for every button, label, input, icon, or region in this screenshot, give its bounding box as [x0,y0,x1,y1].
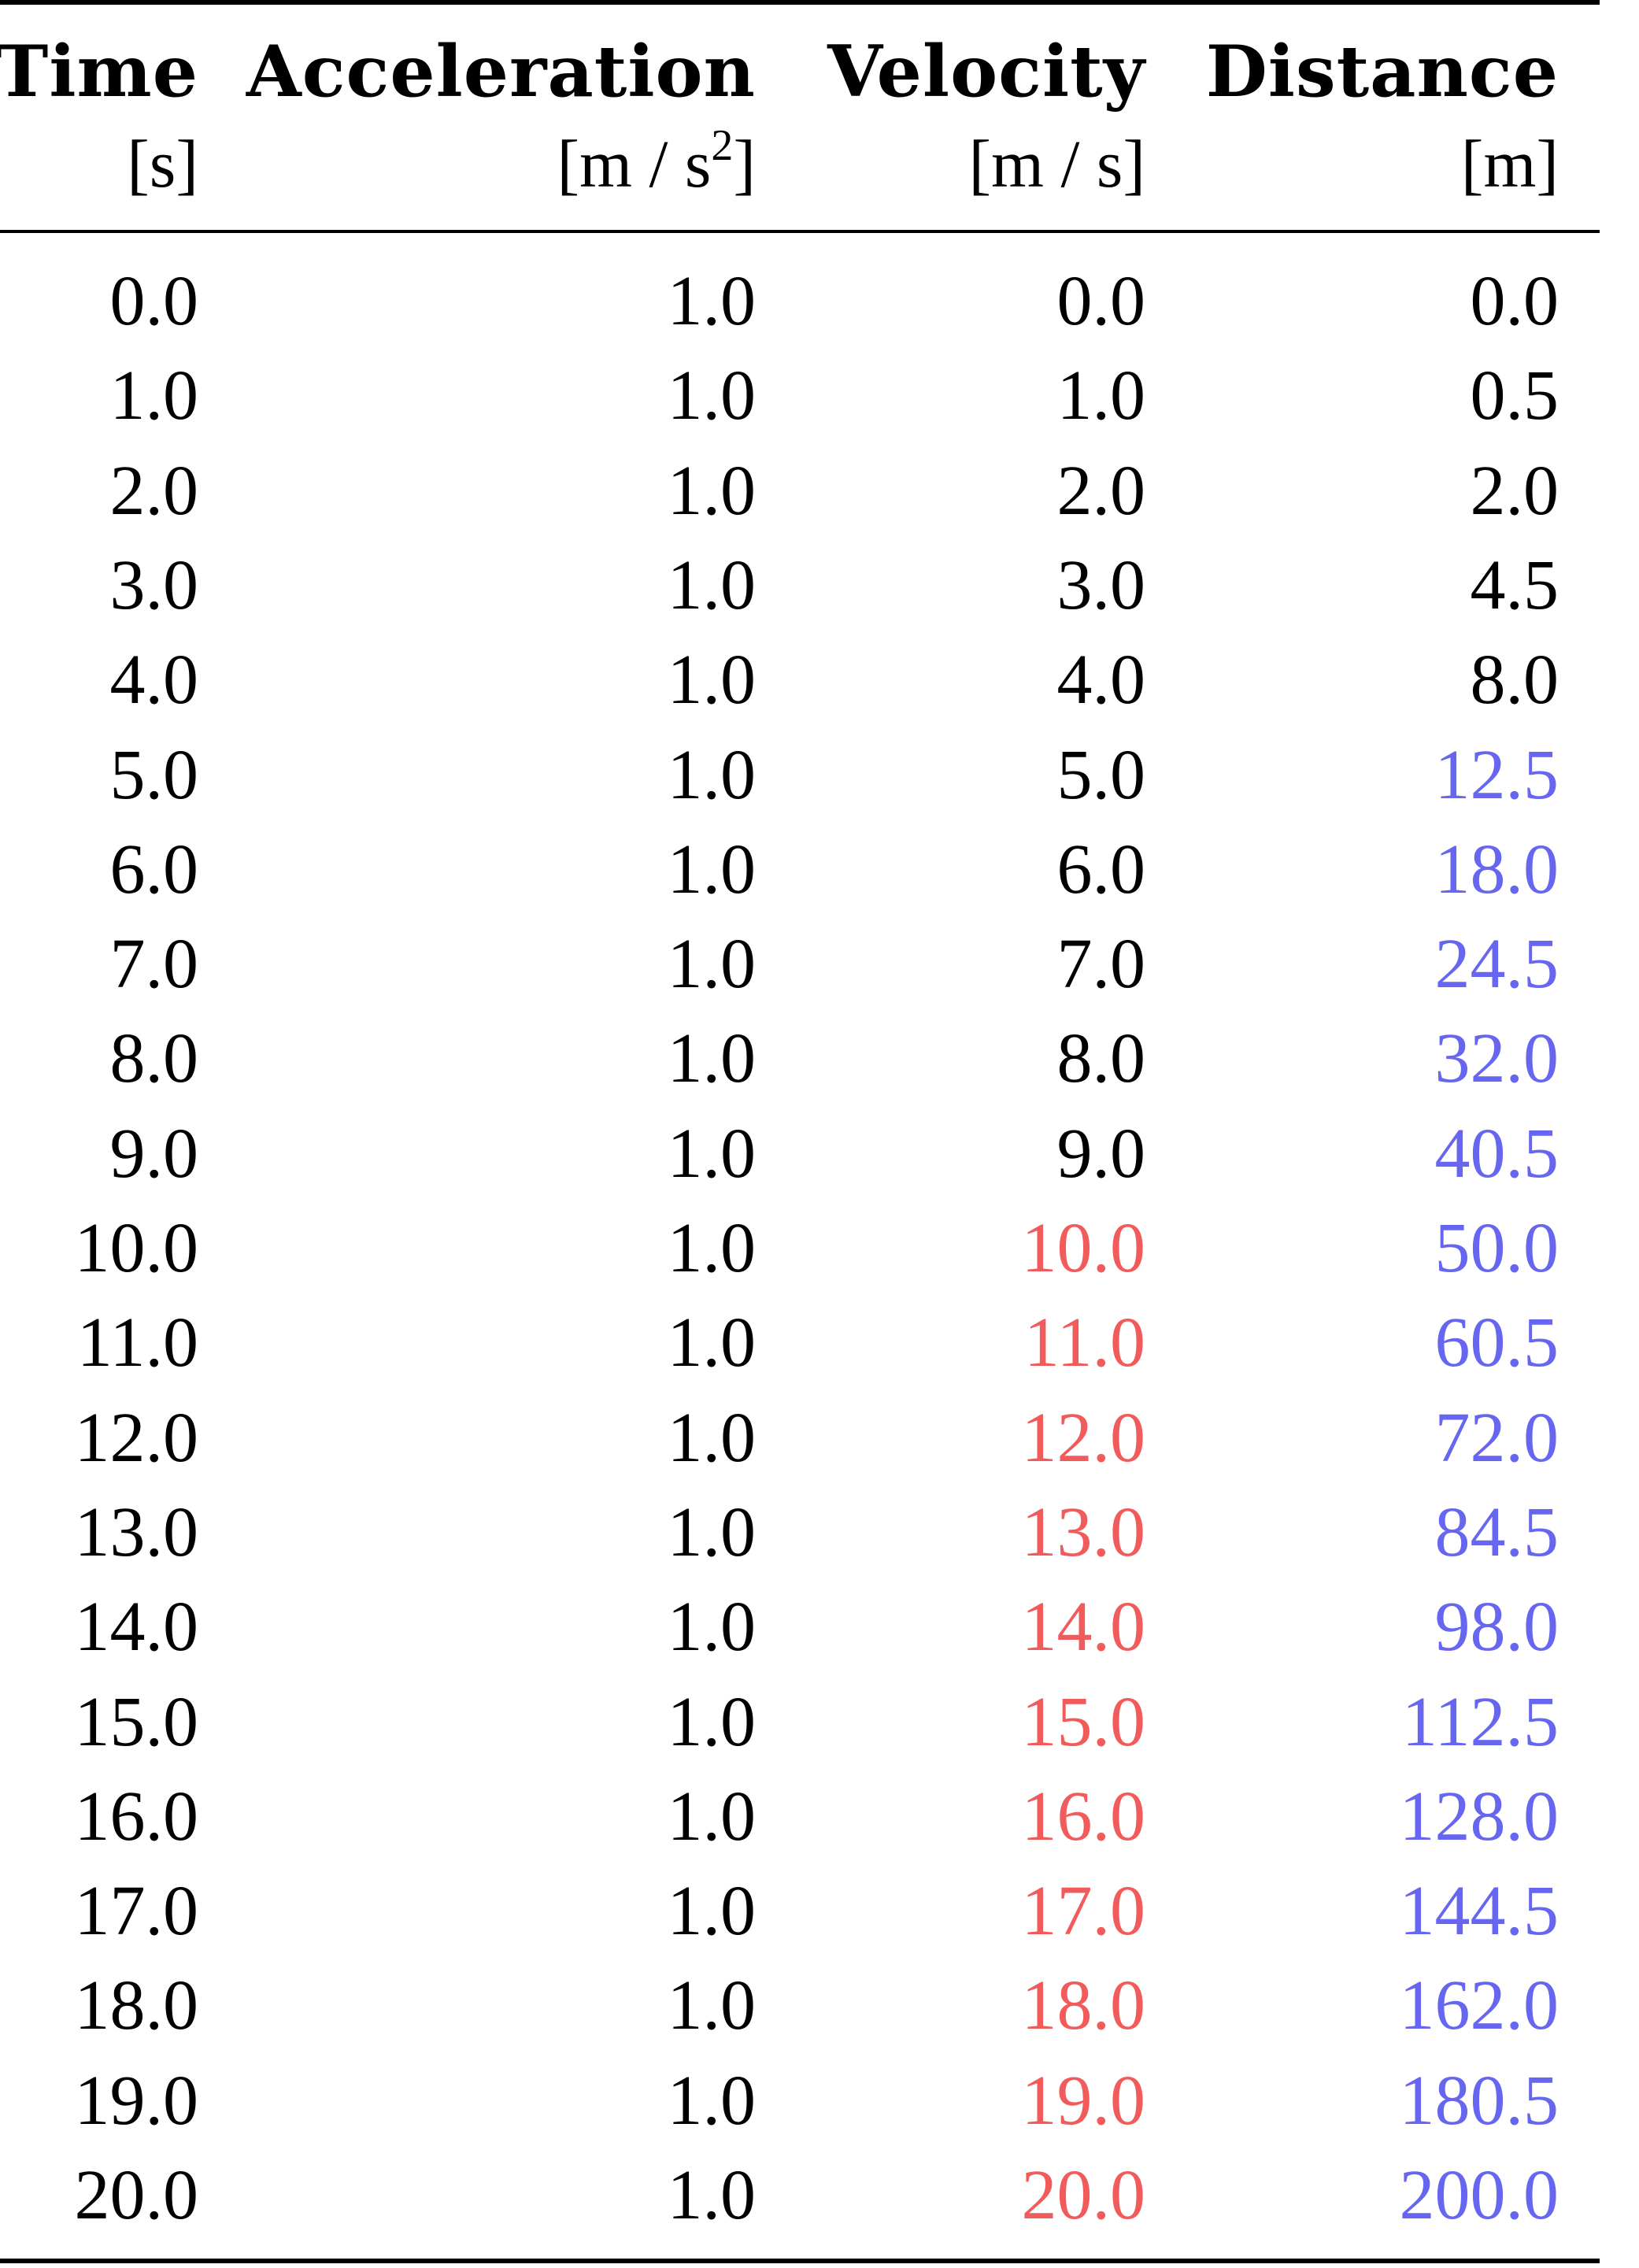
cell-acceleration: 1.0 [667,2156,757,2234]
cell-distance: 8.0 [1470,641,1559,719]
cell-time: 14.0 [74,1588,199,1666]
cell-distance: 144.5 [1399,1872,1559,1950]
unit-acceleration-exponent: 2 [711,121,734,170]
cell-distance: 72.0 [1434,1399,1559,1477]
cell-acceleration: 1.0 [667,262,757,340]
cell-distance: 4.5 [1470,546,1559,624]
cell-velocity: 15.0 [1021,1683,1146,1761]
cell-acceleration: 1.0 [667,1399,757,1477]
column-header-acceleration: Acceleration [246,30,756,113]
column-header-distance: Distance [1205,30,1559,113]
cell-velocity: 13.0 [1021,1493,1146,1571]
cell-time: 16.0 [74,1778,199,1855]
cell-acceleration: 1.0 [667,736,757,814]
unit-acceleration-base: [m / s [557,126,712,202]
cell-distance: 128.0 [1399,1778,1559,1855]
cell-time: 0.0 [109,262,199,340]
cell-time: 18.0 [74,1966,199,2044]
column-unit-acceleration: [m / s2] [557,124,756,198]
cell-distance: 2.0 [1470,452,1559,530]
cell-distance: 50.0 [1434,1209,1559,1287]
cell-distance: 12.5 [1434,736,1559,814]
cell-time: 3.0 [109,546,199,624]
cell-velocity: 11.0 [1023,1304,1145,1382]
cell-acceleration: 1.0 [667,1872,757,1950]
cell-velocity: 1.0 [1056,357,1146,435]
table-bottom-rule [0,2259,1600,2263]
cell-distance: 32.0 [1434,1019,1559,1097]
cell-distance: 112.5 [1401,1683,1559,1761]
cell-velocity: 12.0 [1021,1399,1146,1477]
cell-velocity: 8.0 [1056,1019,1146,1097]
cell-distance: 98.0 [1434,1588,1559,1666]
cell-time: 13.0 [74,1493,199,1571]
cell-time: 8.0 [109,1019,199,1097]
cell-time: 20.0 [74,2156,199,2234]
cell-acceleration: 1.0 [667,831,757,908]
cell-acceleration: 1.0 [667,1493,757,1571]
cell-acceleration: 1.0 [667,1778,757,1855]
cell-acceleration: 1.0 [667,1115,757,1193]
cell-distance: 24.5 [1434,925,1559,1003]
cell-time: 1.0 [109,357,199,435]
cell-distance: 162.0 [1399,1966,1559,2044]
cell-distance: 84.5 [1434,1493,1559,1571]
cell-distance: 60.5 [1434,1304,1559,1382]
cell-time: 19.0 [74,2062,199,2140]
cell-velocity: 17.0 [1021,1872,1146,1950]
column-header-time: Time [0,30,198,113]
cell-velocity: 0.0 [1056,262,1146,340]
cell-time: 2.0 [109,452,199,530]
table-header-rule [0,230,1600,233]
cell-distance: 40.5 [1434,1115,1559,1193]
cell-time: 17.0 [74,1872,199,1950]
cell-velocity: 16.0 [1021,1778,1146,1855]
cell-time: 7.0 [109,925,199,1003]
cell-time: 4.0 [109,641,199,719]
cell-time: 5.0 [109,736,199,814]
cell-time: 9.0 [109,1115,199,1193]
column-unit-velocity: [m / s] [968,126,1145,202]
cell-acceleration: 1.0 [667,1683,757,1761]
unit-acceleration-close: ] [733,126,756,202]
cell-time: 11.0 [76,1304,198,1382]
cell-velocity: 9.0 [1056,1115,1146,1193]
cell-time: 12.0 [74,1399,199,1477]
cell-velocity: 20.0 [1021,2156,1146,2234]
cell-time: 10.0 [74,1209,199,1287]
cell-acceleration: 1.0 [667,357,757,435]
cell-distance: 180.5 [1399,2062,1559,2140]
cell-velocity: 18.0 [1021,1966,1146,2044]
cell-velocity: 19.0 [1021,2062,1146,2140]
cell-acceleration: 1.0 [667,1304,757,1382]
cell-velocity: 4.0 [1056,641,1146,719]
column-unit-distance: [m] [1460,126,1559,202]
cell-time: 15.0 [74,1683,199,1761]
cell-acceleration: 1.0 [667,546,757,624]
cell-acceleration: 1.0 [667,2062,757,2140]
cell-velocity: 10.0 [1021,1209,1146,1287]
table-top-rule [0,0,1600,5]
cell-distance: 0.5 [1470,357,1559,435]
cell-distance: 200.0 [1399,2156,1559,2234]
cell-acceleration: 1.0 [667,925,757,1003]
cell-acceleration: 1.0 [667,452,757,530]
cell-time: 6.0 [109,831,199,908]
cell-acceleration: 1.0 [667,641,757,719]
cell-acceleration: 1.0 [667,1966,757,2044]
column-unit-time: [s] [127,126,198,202]
cell-velocity: 2.0 [1056,452,1146,530]
cell-velocity: 14.0 [1021,1588,1146,1666]
cell-acceleration: 1.0 [667,1209,757,1287]
cell-velocity: 6.0 [1056,831,1146,908]
cell-acceleration: 1.0 [667,1588,757,1666]
cell-acceleration: 1.0 [667,1019,757,1097]
column-header-velocity: Velocity [827,30,1145,113]
cell-distance: 18.0 [1434,831,1559,908]
cell-velocity: 5.0 [1056,736,1146,814]
cell-velocity: 7.0 [1056,925,1146,1003]
cell-distance: 0.0 [1470,262,1559,340]
cell-velocity: 3.0 [1056,546,1146,624]
